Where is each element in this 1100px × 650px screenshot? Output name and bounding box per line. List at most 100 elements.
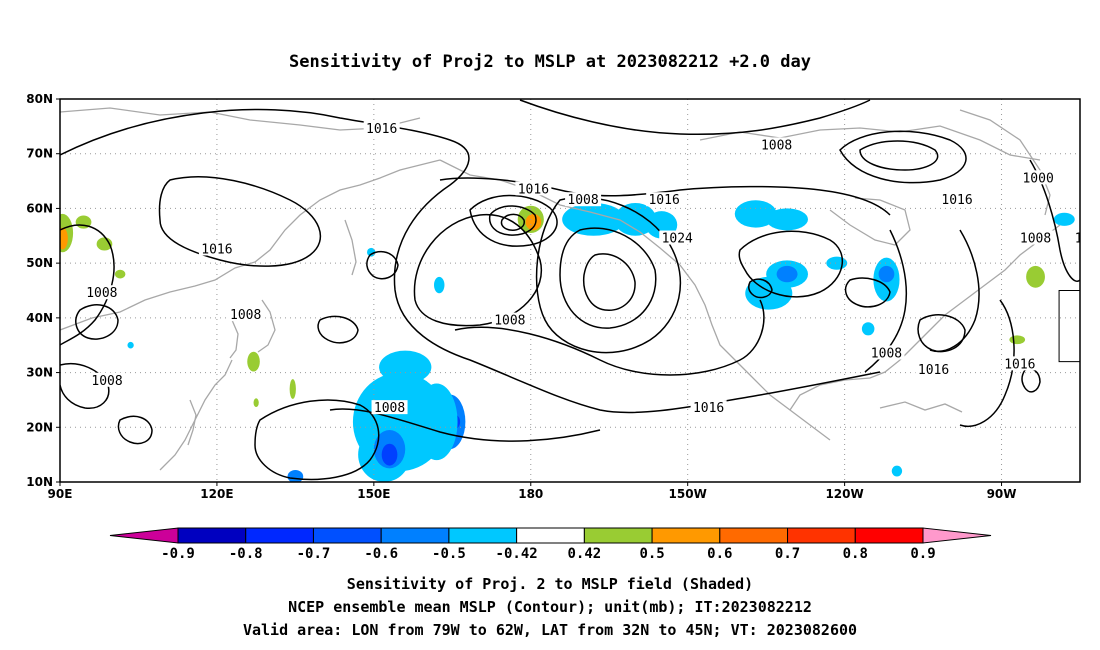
contour-label-bg bbox=[659, 230, 696, 245]
contour-line bbox=[413, 213, 543, 327]
sensitivity-patch bbox=[379, 350, 432, 384]
sensitivity-patch bbox=[734, 200, 777, 228]
sensitivity-patch bbox=[434, 276, 445, 294]
contour-label-bg bbox=[515, 181, 552, 196]
x-tick-label: 90E bbox=[48, 487, 73, 501]
colorbar-label: -0.42 bbox=[496, 546, 538, 562]
x-tick-label: 150E bbox=[357, 487, 390, 501]
contour-line bbox=[60, 363, 110, 409]
contour-label: 1008 bbox=[1020, 232, 1051, 247]
y-tick-label: 30N bbox=[26, 366, 53, 380]
valid-area-box bbox=[1058, 290, 1080, 363]
contour-label: 1008 bbox=[374, 401, 405, 416]
sensitivity-patch bbox=[878, 265, 895, 283]
map-background bbox=[60, 99, 1080, 482]
sensitivity-patch bbox=[415, 383, 458, 461]
contour-line bbox=[117, 415, 153, 445]
contour-label: 1016 bbox=[648, 193, 679, 208]
sensitivity-patch bbox=[253, 398, 259, 408]
contour-line bbox=[329, 408, 601, 442]
contour-line bbox=[158, 176, 321, 267]
colorbar-segment bbox=[516, 527, 585, 544]
contour-label-bg bbox=[89, 372, 126, 387]
contour-label-bg bbox=[939, 192, 976, 207]
x-tick-label: 180 bbox=[518, 487, 543, 501]
colorbar-label: -0.7 bbox=[297, 546, 331, 562]
coastline-north-america-west bbox=[679, 264, 831, 441]
contour-line bbox=[75, 304, 119, 340]
colorbar-low-tip bbox=[109, 527, 179, 544]
contour-label-bg bbox=[758, 137, 795, 152]
sensitivity-patch bbox=[127, 341, 134, 349]
contour-label: 1016 bbox=[941, 193, 972, 208]
sensitivity-patch bbox=[614, 202, 657, 236]
x-tick-label: 120W bbox=[825, 487, 863, 501]
contour-label: 1008 bbox=[567, 193, 598, 208]
contour-line bbox=[519, 99, 871, 136]
contour-line bbox=[317, 315, 359, 344]
y-tick-label: 60N bbox=[26, 201, 53, 215]
sensitivity-patch bbox=[525, 213, 542, 231]
contour-label: 1016 bbox=[1004, 357, 1035, 372]
contour-line bbox=[454, 299, 765, 376]
mslp-contours bbox=[60, 99, 1080, 481]
contour-label: 1000 bbox=[1022, 171, 1053, 186]
contour-label: 1024 bbox=[662, 232, 693, 247]
contour-line bbox=[859, 140, 939, 171]
contour-label: 1008 bbox=[230, 308, 261, 323]
contour-line bbox=[1021, 368, 1041, 393]
coastlines bbox=[60, 107, 1061, 471]
colorbar-label: 0.8 bbox=[843, 546, 868, 562]
contour-line bbox=[839, 130, 967, 184]
colorbar-label: -0.5 bbox=[432, 546, 466, 562]
sensitivity-patch bbox=[289, 379, 296, 399]
y-tick-label: 80N bbox=[26, 92, 53, 106]
colorbar-segment bbox=[719, 527, 789, 544]
contour-label-bg bbox=[868, 345, 905, 360]
colorbar-segment bbox=[312, 527, 382, 544]
contour-label-bg bbox=[646, 192, 683, 207]
caption-line-1: Sensitivity of Proj. 2 to MSLP field (Sh… bbox=[347, 575, 753, 593]
sensitivity-patch bbox=[1026, 265, 1045, 288]
contour-label-bg bbox=[227, 307, 264, 322]
y-tick-label: 50N bbox=[26, 256, 53, 270]
contour-label-bg bbox=[1001, 356, 1038, 371]
map-panel: 1016 1008 1000 1016 1008 1016 1016 1016 1024 1008… bbox=[26, 92, 1100, 501]
coastline-alaska bbox=[439, 159, 681, 266]
y-tick-label: 40N bbox=[26, 311, 53, 325]
sensitivity-patch bbox=[861, 322, 875, 336]
contour-label: 1016 bbox=[918, 363, 949, 378]
sensitivity-patch bbox=[891, 465, 903, 477]
contour-line bbox=[844, 277, 891, 308]
contour-line bbox=[747, 278, 773, 299]
sensitivity-patch bbox=[766, 208, 808, 231]
figure-title: Sensitivity of Proj2 to MSLP at 20230822… bbox=[289, 52, 811, 72]
contour-label: 1016 bbox=[518, 182, 549, 197]
coastline-north-america-east bbox=[899, 224, 1061, 361]
contour-line bbox=[959, 299, 1015, 427]
sensitivity-patch bbox=[1053, 212, 1075, 226]
contour-label-bg bbox=[363, 121, 400, 136]
colorbar-label: 0.7 bbox=[775, 546, 800, 562]
contour-label-bg bbox=[565, 192, 602, 207]
colorbar-label: 0.42 bbox=[568, 546, 602, 562]
contour-label: 1016 bbox=[1075, 232, 1100, 247]
caption-line-3: Valid area: LON from 79W to 62W, LAT fro… bbox=[243, 621, 857, 639]
x-tick-label: 120E bbox=[200, 487, 233, 501]
map-frame bbox=[59, 98, 1081, 483]
sensitivity-patch bbox=[114, 269, 126, 279]
coastline-japan bbox=[257, 299, 276, 353]
contour-label-bg bbox=[198, 241, 235, 256]
colorbar-segment bbox=[177, 527, 247, 544]
sensitivity-patch bbox=[287, 469, 304, 482]
colorbar-label: 0.6 bbox=[707, 546, 732, 562]
contour-label: 1008 bbox=[761, 139, 792, 154]
sensitivity-patch bbox=[776, 265, 798, 283]
colorbar-label: 0.5 bbox=[639, 546, 664, 562]
colorbar-label: -0.6 bbox=[364, 546, 398, 562]
colorbar-label: -0.8 bbox=[229, 546, 263, 562]
colorbar-label: -0.9 bbox=[161, 546, 195, 562]
coastline-china bbox=[159, 359, 233, 471]
contour-line bbox=[582, 253, 636, 311]
